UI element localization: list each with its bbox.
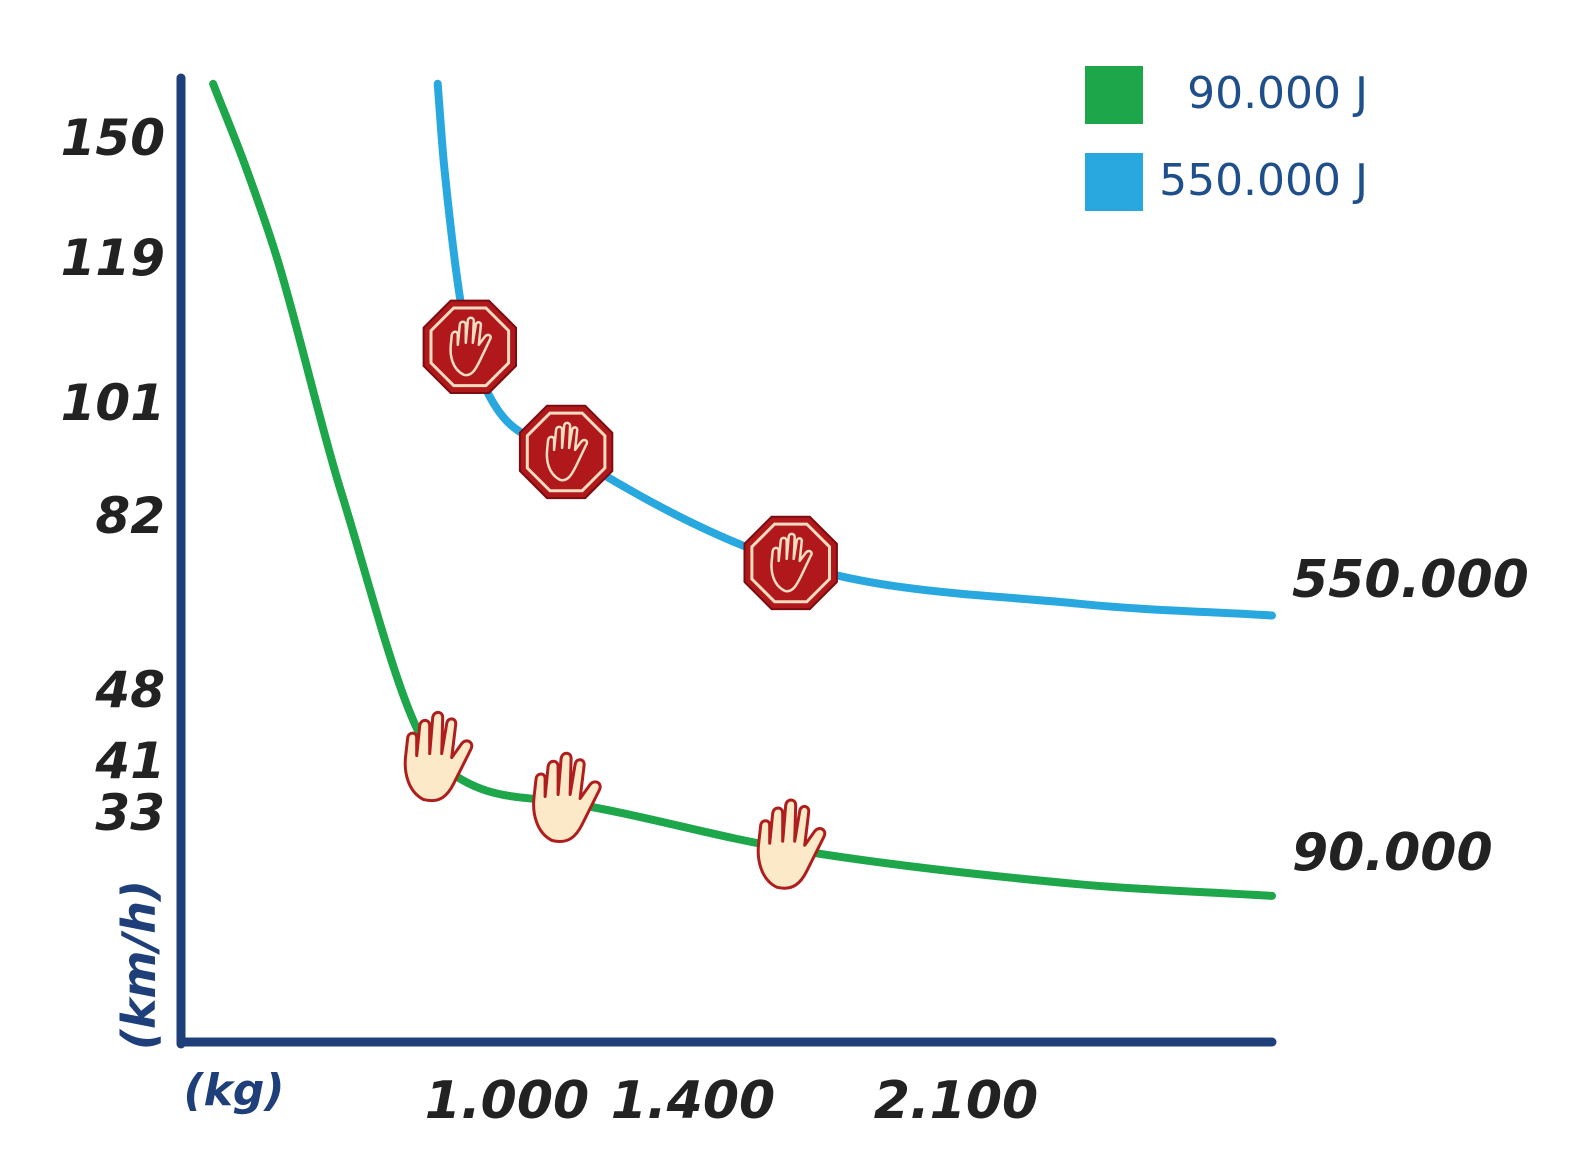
hand-icon [403, 710, 474, 803]
series-line-550000 [433, 79, 1276, 620]
legend-swatch-90000 [1085, 66, 1143, 124]
y-tick-label: 33 [95, 784, 165, 842]
curve-end-label-90000: 90.000 [1292, 823, 1493, 883]
x-tick-label: 1.400 [611, 1071, 775, 1131]
stop-sign-icon [743, 515, 838, 611]
markers-layer [403, 299, 838, 890]
curves-layer [209, 79, 1276, 900]
y-tick-label: 101 [61, 374, 165, 432]
curve-end-label-550000: 550.000 [1292, 550, 1529, 610]
legend-swatch-550000 [1085, 153, 1143, 211]
stop-sign-icon [422, 299, 517, 394]
hand-icon [532, 751, 602, 843]
legend-label-90000: 90.000 J [1187, 68, 1368, 119]
hand-icon [756, 798, 827, 890]
stop-sign-icon [518, 404, 614, 500]
y-tick-label: 119 [61, 229, 165, 287]
y-tick-label: 150 [61, 109, 165, 167]
legend: 90.000 J 550.000 J [1085, 66, 1368, 211]
x-tick-label: 1.000 [425, 1071, 589, 1131]
y-axis-unit: (km/h) [112, 880, 166, 1050]
y-tick-label: 41 [94, 732, 165, 790]
y-tick-label: 82 [95, 487, 165, 545]
series-line-90000 [209, 79, 1276, 900]
y-tick-label: 48 [94, 661, 165, 719]
x-tick-label: 2.100 [874, 1071, 1038, 1131]
legend-label-550000: 550.000 J [1159, 155, 1368, 206]
x-axis-unit: (kg) [184, 1065, 285, 1116]
